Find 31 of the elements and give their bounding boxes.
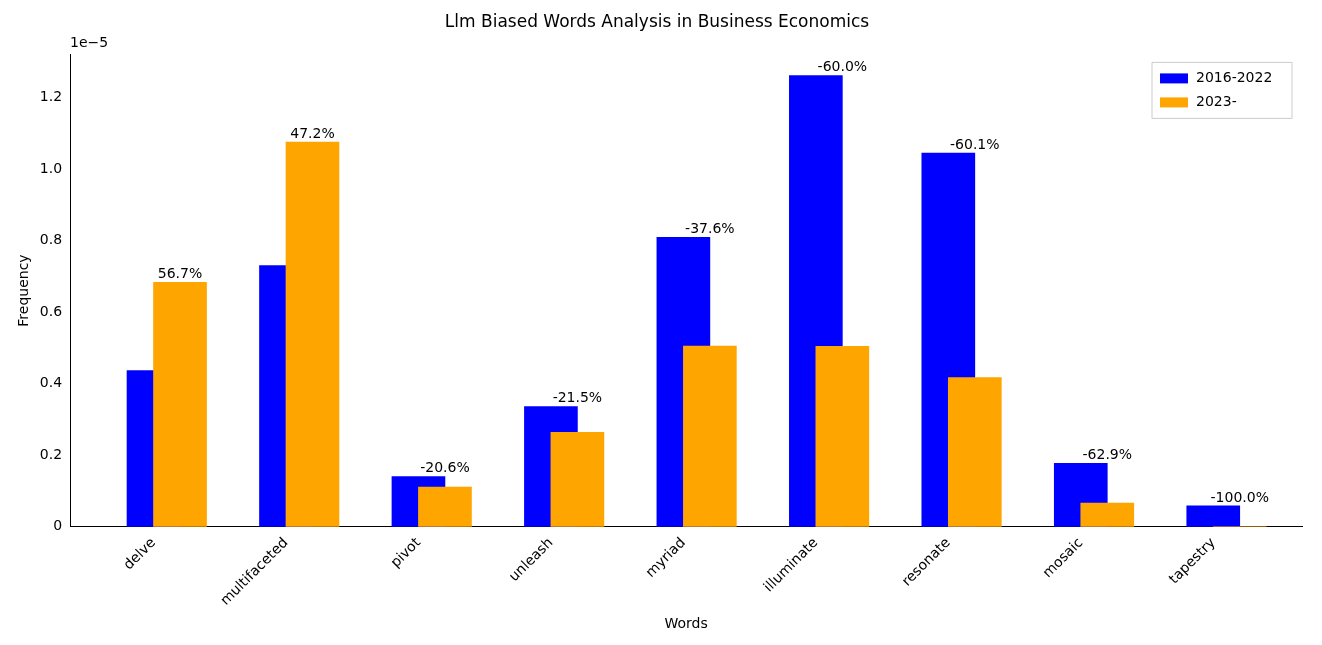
legend-label: 2023- bbox=[1196, 93, 1237, 110]
y-tick-label: 0.2 bbox=[39, 445, 63, 462]
y-tick-label: 0.4 bbox=[39, 374, 63, 391]
bar bbox=[418, 486, 472, 527]
annotation: -20.6% bbox=[420, 459, 470, 476]
bar bbox=[153, 281, 207, 527]
y-tick-label: 0.6 bbox=[39, 302, 63, 319]
bar bbox=[815, 346, 870, 527]
annotation: -62.9% bbox=[1082, 445, 1133, 462]
bar bbox=[947, 377, 1002, 527]
y-tick-label: 0.8 bbox=[39, 231, 63, 248]
bar bbox=[550, 431, 605, 527]
annotation: -60.1% bbox=[950, 135, 1000, 152]
chart-title: Llm Biased Words Analysis in Business Economics bbox=[444, 10, 870, 31]
y-tick-label: 1.2 bbox=[39, 87, 63, 104]
annotation: 47.2% bbox=[290, 124, 335, 141]
annotation: 56.7% bbox=[157, 264, 203, 281]
y-tick-label: 0 bbox=[53, 517, 63, 534]
annotation: -21.5% bbox=[552, 389, 603, 406]
y-tick-label: 1.0 bbox=[39, 159, 63, 176]
legend-label: 2016-2022 bbox=[1196, 69, 1273, 86]
annotation: -60.0% bbox=[817, 58, 868, 75]
text: 1e−5 bbox=[70, 34, 109, 51]
bar bbox=[683, 345, 737, 527]
annotation: -100.0% bbox=[1210, 488, 1269, 505]
x-axis-title: Words bbox=[664, 615, 708, 632]
bar bbox=[1186, 505, 1241, 527]
annotation: -37.6% bbox=[685, 219, 735, 236]
y-axis-title: Frequency bbox=[15, 254, 32, 327]
bar bbox=[1080, 502, 1135, 527]
bar bbox=[285, 141, 340, 527]
